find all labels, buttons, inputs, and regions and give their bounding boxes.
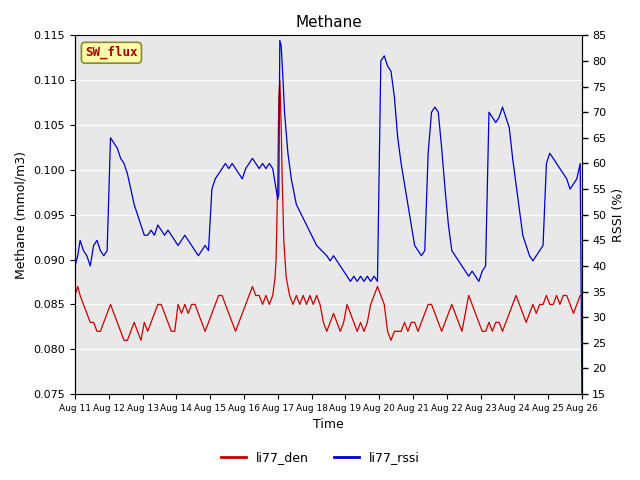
li77_rssi (578, 391, 586, 397)
li77_rssi (86, 263, 94, 269)
X-axis label: Time: Time (313, 419, 344, 432)
li77_den (482, 328, 490, 334)
li77_den (278, 176, 286, 182)
Title: Methane: Methane (295, 15, 362, 30)
li77_den (371, 293, 378, 299)
Line: li77_den: li77_den (75, 80, 580, 340)
Line: li77_rssi: li77_rssi (75, 40, 582, 394)
li77_den (71, 293, 79, 299)
li77_rssi (245, 161, 253, 167)
li77_rssi (404, 202, 412, 207)
li77_rssi (198, 248, 205, 253)
li77_rssi (414, 248, 422, 253)
li77_rssi (147, 227, 155, 233)
li77_rssi (276, 37, 284, 43)
li77_den (577, 293, 584, 299)
li77_den (205, 320, 212, 325)
Text: SW_flux: SW_flux (85, 46, 138, 60)
Y-axis label: Methane (mmol/m3): Methane (mmol/m3) (15, 151, 28, 279)
li77_den (269, 293, 276, 299)
li77_rssi (71, 263, 79, 269)
li77_den (120, 337, 128, 343)
li77_den (421, 311, 429, 316)
li77_den (276, 77, 284, 83)
Y-axis label: RSSI (%): RSSI (%) (612, 188, 625, 242)
Legend: li77_den, li77_rssi: li77_den, li77_rssi (216, 446, 424, 469)
